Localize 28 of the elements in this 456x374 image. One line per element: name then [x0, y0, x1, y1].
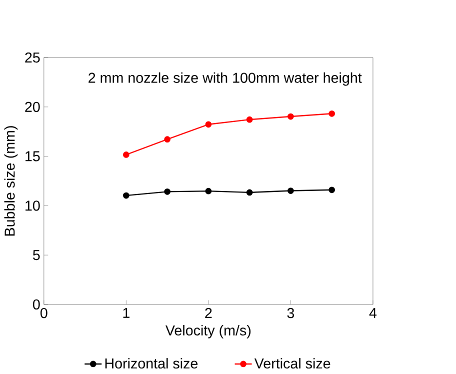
point: [328, 186, 336, 194]
point: [205, 121, 212, 128]
point: [246, 116, 253, 123]
y-tick-label: 0: [32, 299, 40, 310]
x-tick-label: 1: [123, 308, 130, 318]
point: [205, 188, 212, 194]
y-tick-label: 15: [26, 151, 40, 162]
point: [164, 136, 170, 143]
point: [164, 188, 170, 195]
point: [122, 152, 130, 158]
text: 2 mm nozzle size with 100mm water height: [88, 72, 362, 86]
y-tick-label: 5: [32, 250, 40, 260]
x-axis-title: Velocity (m/s): [165, 325, 251, 338]
x-tick-label: 0: [40, 308, 48, 318]
legend-label: Vertical size: [254, 358, 330, 369]
x-tick-label: 3: [287, 308, 294, 318]
x-tick-label: 4: [369, 308, 377, 318]
legend-label: Horizontal size: [105, 358, 198, 369]
y-tick-label: 10: [26, 200, 40, 211]
y-axis-title: Bubble size (mm): [4, 126, 18, 236]
x-tick-label: 2: [205, 308, 212, 318]
y-tick-label: 20: [25, 102, 40, 112]
y-tick-label: 25: [25, 52, 40, 63]
point: [246, 189, 253, 196]
point: [288, 113, 294, 120]
point: [328, 110, 336, 117]
point: [288, 188, 294, 194]
point: [122, 192, 130, 199]
